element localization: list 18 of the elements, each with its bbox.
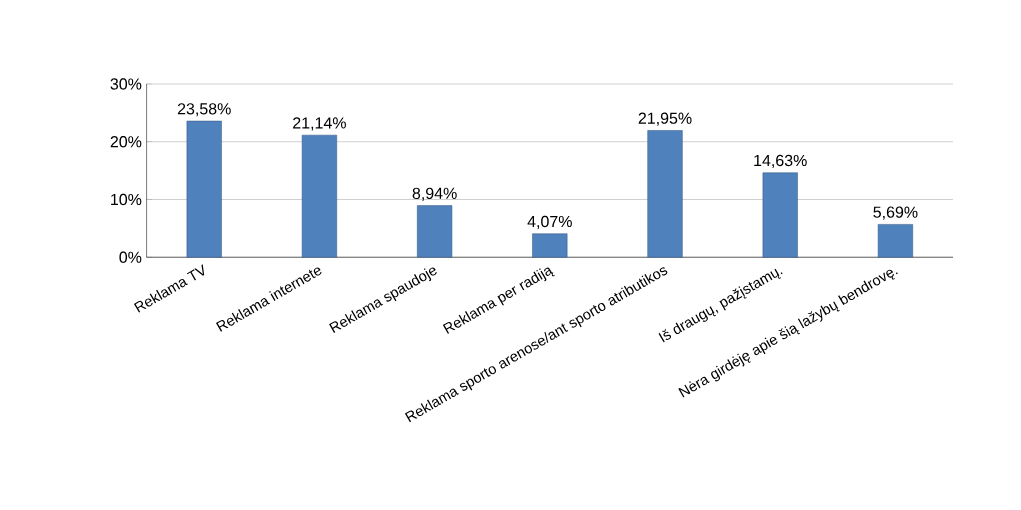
bar — [532, 233, 568, 258]
bar — [301, 134, 338, 258]
bar — [877, 223, 914, 258]
bar — [647, 129, 683, 258]
data-label: 14,63% — [754, 154, 807, 168]
bar — [762, 172, 798, 258]
data-label: 21,14% — [293, 116, 346, 131]
data-label: 8,94% — [412, 187, 457, 201]
bar — [186, 120, 222, 258]
y-tick-label: 20% — [110, 135, 142, 148]
bar — [417, 205, 453, 258]
data-label: 5,69% — [873, 206, 918, 220]
y-tick-label: 10% — [111, 193, 142, 205]
y-tick-label: 30% — [110, 78, 142, 90]
data-label: 23,58% — [177, 102, 231, 117]
data-label: 4,07% — [527, 215, 572, 229]
data-label: 21,95% — [638, 112, 692, 126]
y-tick-label: 0% — [119, 251, 142, 263]
